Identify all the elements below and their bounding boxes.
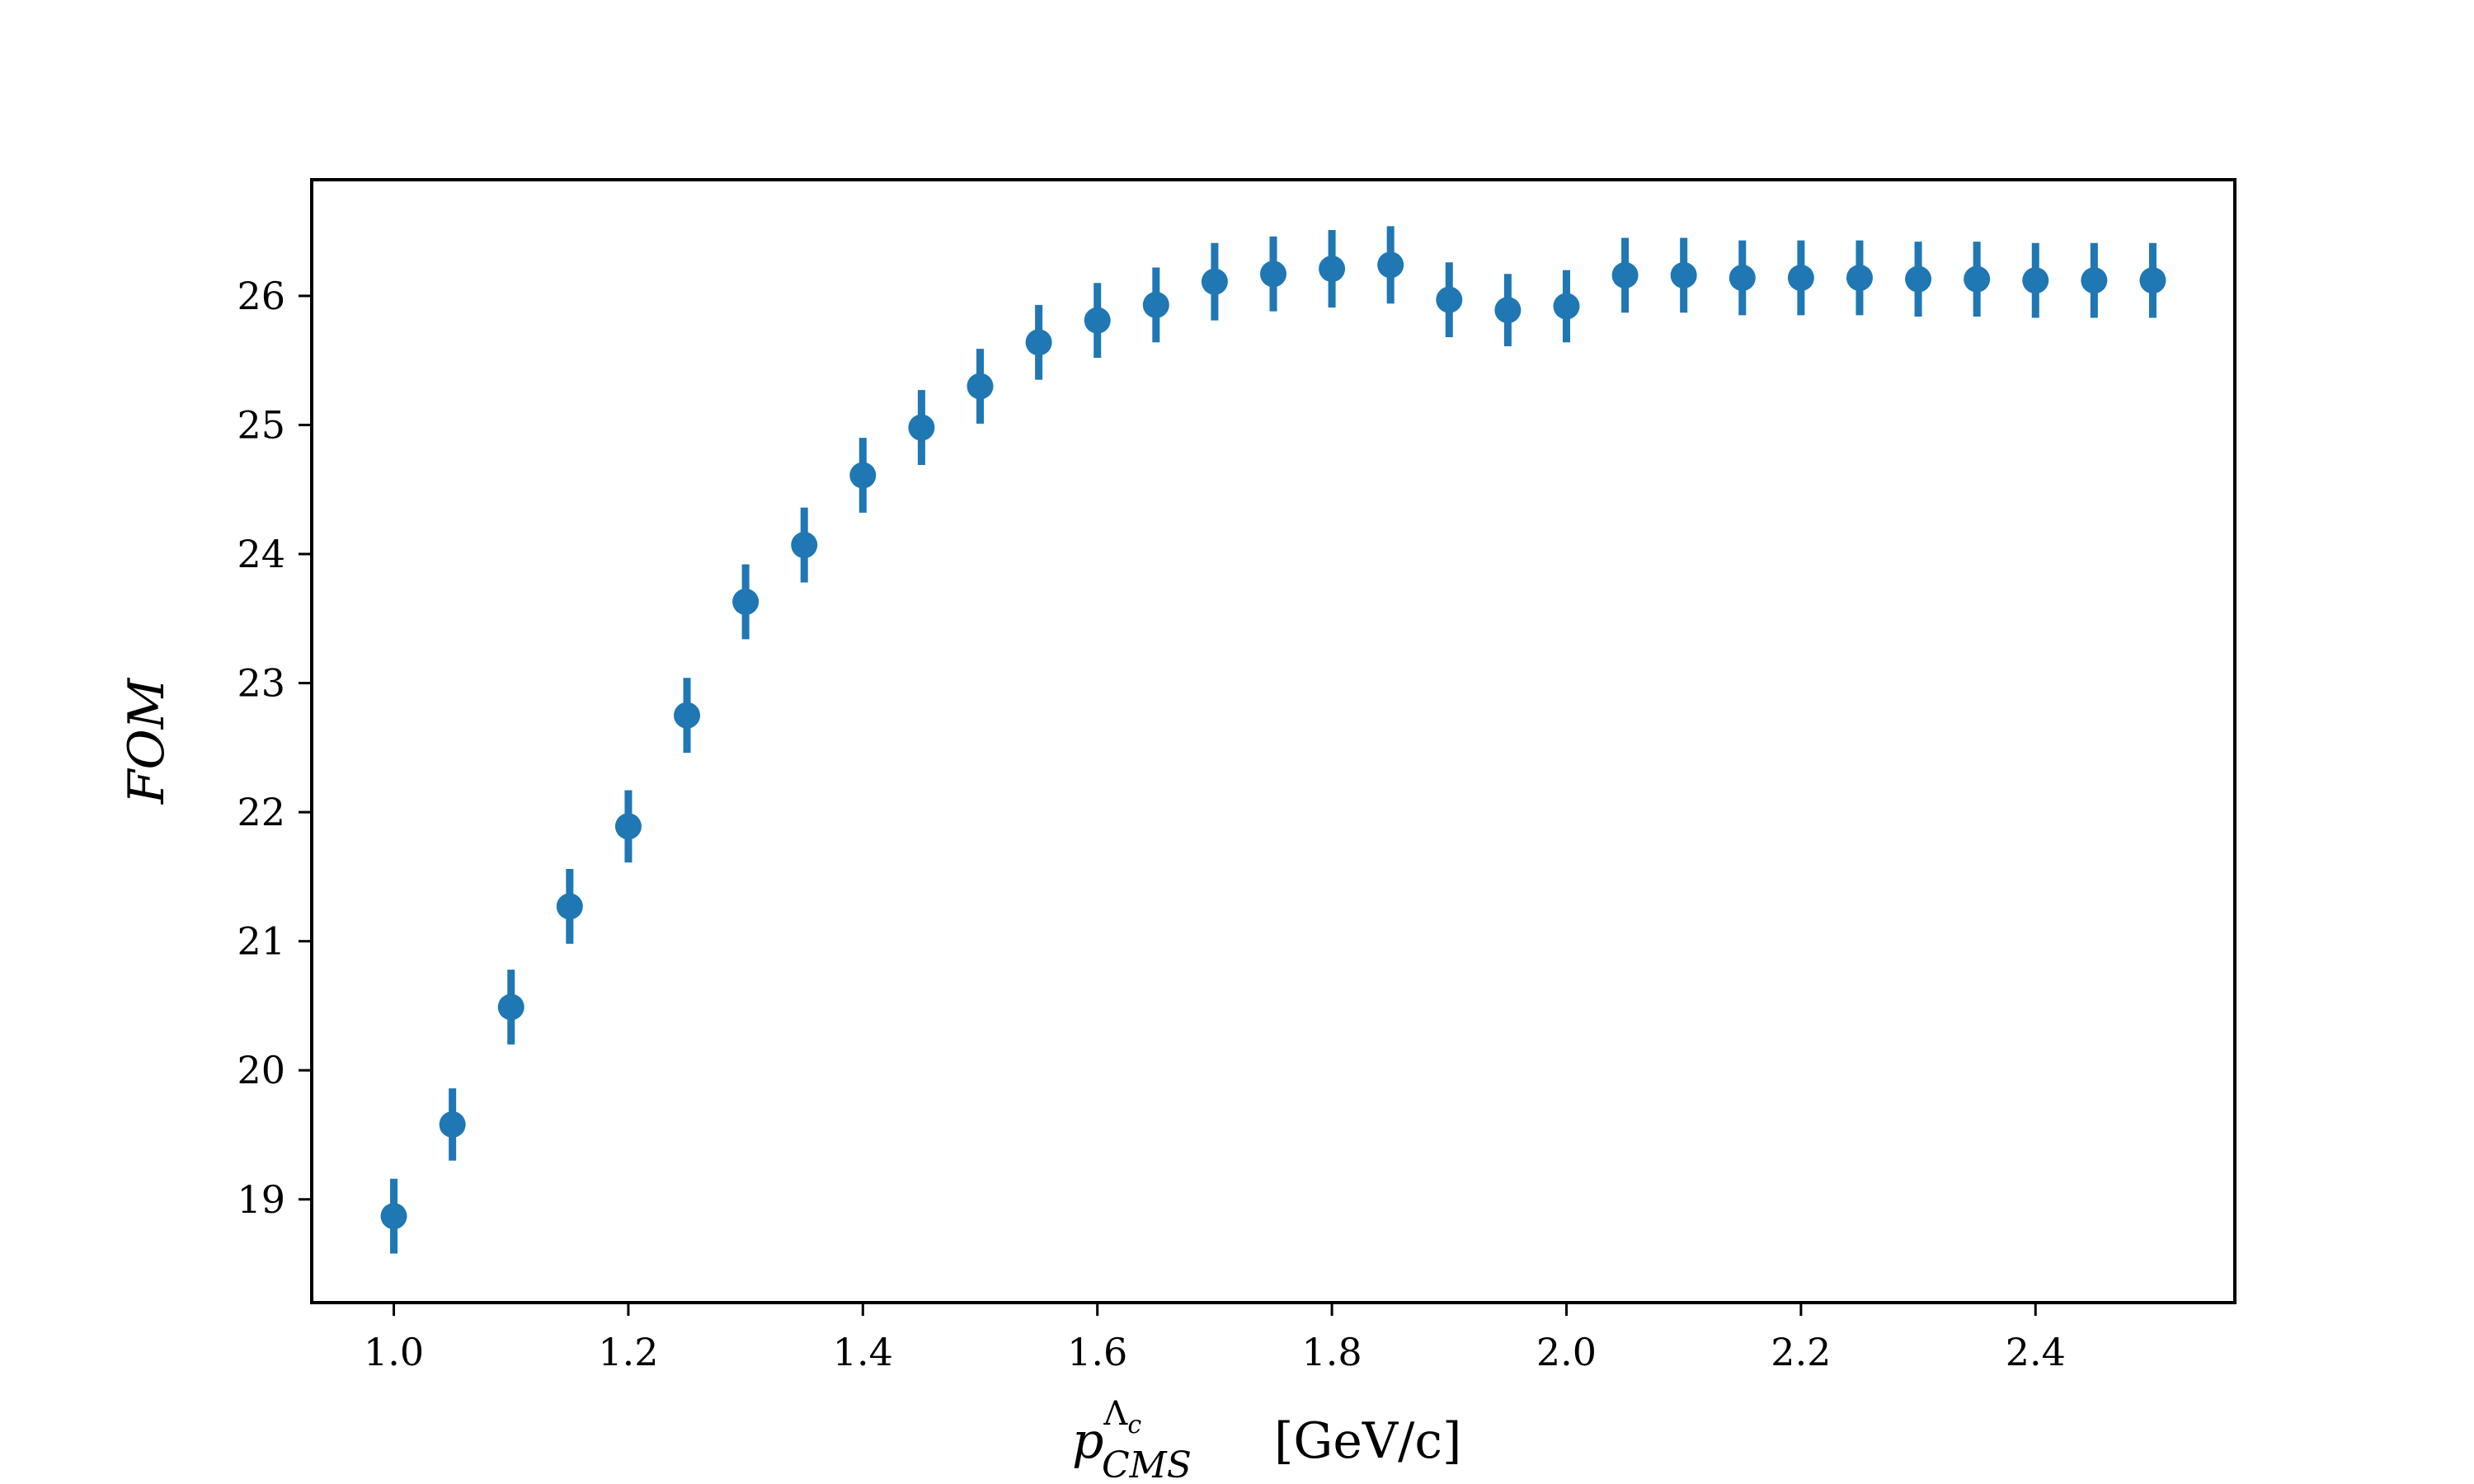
x-axis-label-subscript: CMS [1102, 1444, 1192, 1484]
data-point [1846, 264, 1873, 291]
x-axis-label-units: [GeV/c] [1274, 1412, 1461, 1470]
data-point [1377, 251, 1404, 279]
x-tick-label: 1.8 [1302, 1330, 1362, 1374]
y-tick-label: 26 [237, 274, 285, 318]
data-point [1553, 293, 1580, 320]
x-axis-label-superscript-sub: c [1127, 1411, 1141, 1439]
y-tick-label: 24 [237, 532, 285, 576]
x-tick-label: 2.2 [1771, 1330, 1831, 1374]
x-tick-label: 1.6 [1067, 1330, 1127, 1374]
y-tick-label: 22 [237, 790, 285, 834]
data-point [556, 893, 583, 920]
x-axis-label-symbol: p [1072, 1412, 1103, 1470]
y-tick-label: 23 [237, 661, 285, 706]
data-point [791, 532, 818, 559]
data-point [2022, 267, 2049, 294]
y-axis-label: FOM [118, 677, 176, 805]
data-points [380, 226, 2166, 1254]
data-point [2081, 267, 2108, 294]
data-point [1670, 261, 1697, 289]
data-point [1494, 297, 1522, 324]
x-tick-label: 1.4 [833, 1330, 893, 1374]
data-point [614, 813, 642, 840]
data-point [1260, 261, 1286, 288]
data-point [380, 1203, 407, 1230]
data-point [497, 993, 524, 1021]
data-point [849, 462, 877, 489]
y-tick-label: 25 [237, 402, 285, 447]
x-tick-label: 1.0 [364, 1330, 424, 1374]
x-axis-label-superscript: Λ [1103, 1395, 1128, 1433]
data-point [674, 702, 701, 729]
data-point [967, 373, 994, 400]
x-tick-label: 2.4 [2006, 1330, 2066, 1374]
data-point [1787, 264, 1814, 291]
y-tick-label: 20 [237, 1048, 285, 1092]
data-point [2139, 267, 2166, 294]
y-axis-ticks: 19 20 21 22 23 24 25 26 [237, 274, 312, 1222]
data-point [908, 414, 935, 441]
data-point [1964, 265, 1991, 293]
data-point [1142, 291, 1169, 318]
data-point [1729, 264, 1756, 291]
data-point [732, 588, 760, 615]
plot-frame [310, 178, 2236, 1304]
x-axis-label: pΛc CMS [GeV/c] [1072, 1395, 1461, 1484]
x-tick-label: 2.0 [1536, 1330, 1597, 1374]
data-point [1436, 286, 1463, 313]
data-point [1201, 268, 1228, 295]
data-point [1025, 329, 1052, 356]
y-tick-label: 21 [237, 919, 285, 964]
data-point [439, 1111, 466, 1138]
x-axis-ticks: 1.0 1.2 1.4 1.6 1.8 2.0 2.2 2.4 [364, 1303, 2066, 1374]
data-point [1084, 307, 1111, 334]
x-tick-label: 1.2 [598, 1330, 658, 1374]
data-point [1319, 256, 1346, 283]
data-point [1611, 261, 1639, 289]
data-point [1905, 265, 1932, 293]
y-tick-label: 19 [237, 1177, 285, 1222]
